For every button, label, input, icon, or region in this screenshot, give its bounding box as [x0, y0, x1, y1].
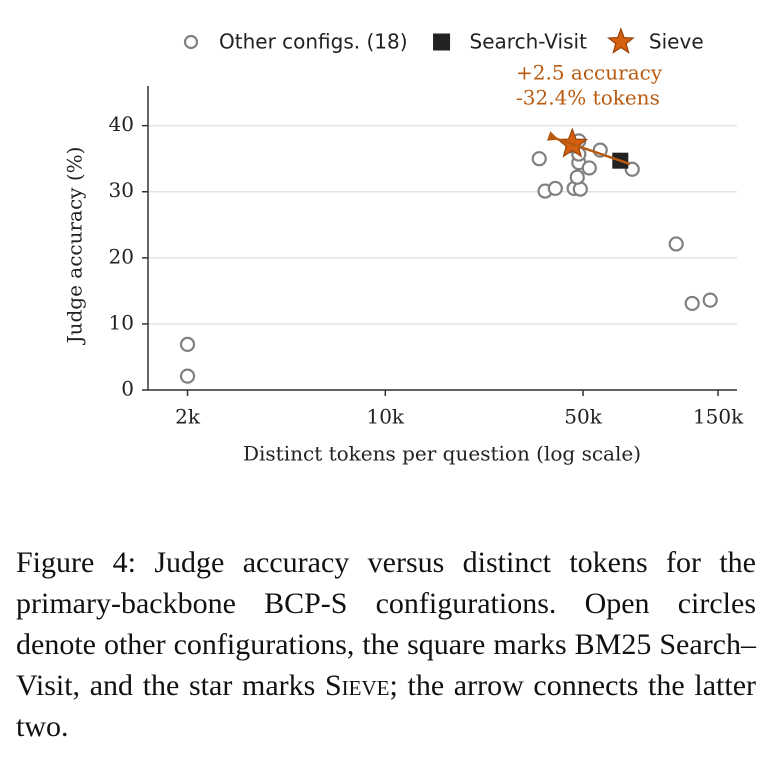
- point: [702, 292, 718, 308]
- legend-label: Other configs. (18): [219, 30, 408, 54]
- point: [531, 151, 547, 167]
- y-tick-label: 10: [109, 310, 134, 334]
- legend-label: Sieve: [649, 30, 704, 54]
- y-axis-title: Judge accuracy (%): [63, 147, 87, 346]
- point: [684, 295, 700, 312]
- y-tick-label: 0: [121, 377, 134, 401]
- x-tick-label: 2k: [175, 405, 201, 429]
- legend-marker: [183, 34, 199, 50]
- y-tick-label: 40: [109, 112, 134, 136]
- caption: Figure 4: Judge accuracy versus distinct…: [16, 542, 756, 747]
- legend-marker: [606, 27, 635, 54]
- caption-text: ; the arrow connects the latter two.: [16, 669, 756, 743]
- point: [581, 160, 597, 176]
- legend-label: Search-Visit: [470, 30, 588, 54]
- annotation: +2.5 accuracy: [516, 61, 663, 85]
- point: [179, 336, 196, 352]
- arrow-head: [547, 131, 560, 141]
- annotation: -32.4% tokens: [516, 86, 660, 110]
- point: [569, 169, 585, 185]
- arrow: [551, 135, 631, 166]
- caption-text: Figure 4: Judge accuracy versus distinct…: [16, 546, 756, 702]
- x-tick-label: 10k: [366, 405, 404, 429]
- chart: Distinct tokens per question (log scale)…: [63, 27, 744, 466]
- x-tick-label: 50k: [564, 405, 602, 429]
- y-tick-label: 30: [109, 178, 134, 202]
- y-tick-label: 20: [109, 244, 134, 268]
- point: [668, 236, 684, 252]
- x-axis-title: Distinct tokens per question (log scale): [243, 442, 641, 466]
- point: [547, 180, 563, 197]
- point: [179, 368, 196, 384]
- legend-marker: [433, 33, 451, 51]
- point: [624, 161, 640, 177]
- x-tick-label: 150k: [693, 405, 744, 429]
- caption-text: Sieve: [324, 669, 390, 702]
